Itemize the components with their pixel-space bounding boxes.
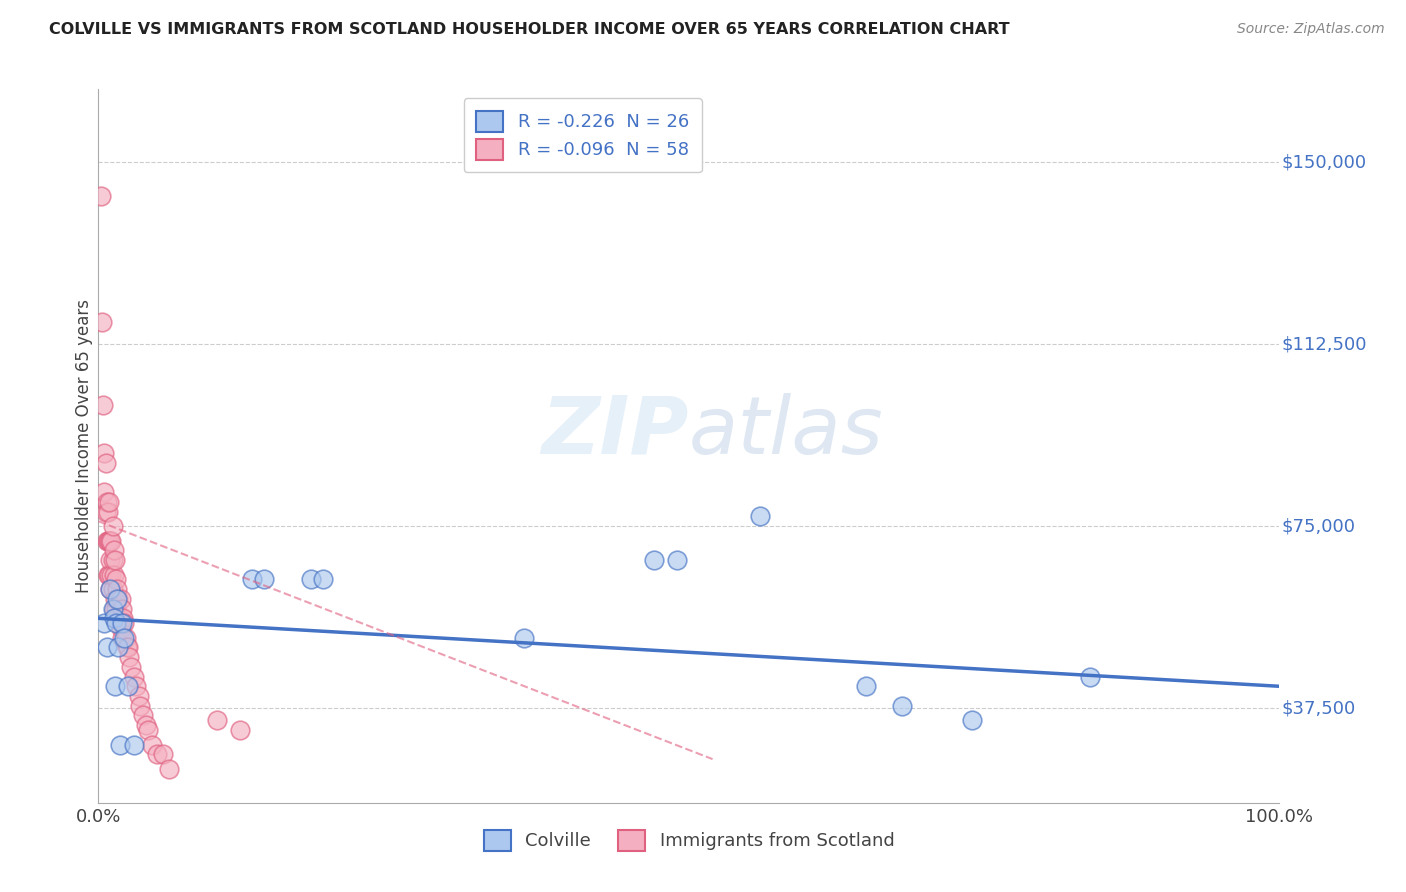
Point: [110, 621, 132, 635]
Point: [136, 723, 159, 737]
Point: [112, 631, 135, 645]
Point: [112, 616, 135, 631]
Point: [240, 573, 263, 587]
Point: [128, 698, 150, 713]
Point: [103, 543, 125, 558]
Text: $112,500: $112,500: [1282, 335, 1367, 353]
Legend: Colville, Immigrants from Scotland: Colville, Immigrants from Scotland: [477, 822, 901, 858]
Point: [98, 582, 121, 597]
Point: [94, 456, 117, 470]
Point: [117, 640, 139, 655]
Point: [101, 519, 124, 533]
Text: ZIP: ZIP: [541, 392, 689, 471]
Point: [105, 591, 128, 606]
Point: [93, 446, 115, 460]
Point: [96, 495, 118, 509]
Point: [146, 747, 169, 762]
Point: [112, 611, 135, 625]
Point: [890, 698, 912, 713]
Point: [157, 762, 180, 776]
Text: $37,500: $37,500: [1282, 699, 1355, 717]
Point: [98, 495, 121, 509]
Point: [97, 533, 120, 548]
Point: [97, 504, 120, 518]
Text: atlas: atlas: [689, 392, 884, 471]
Point: [105, 601, 128, 615]
Point: [98, 582, 121, 597]
Point: [110, 591, 132, 606]
Point: [122, 670, 145, 684]
Point: [748, 509, 770, 524]
Point: [107, 640, 129, 655]
Text: COLVILLE VS IMMIGRANTS FROM SCOTLAND HOUSEHOLDER INCOME OVER 65 YEARS CORRELATIO: COLVILLE VS IMMIGRANTS FROM SCOTLAND HOU…: [49, 22, 1010, 37]
Point: [93, 616, 115, 631]
Point: [108, 611, 131, 625]
Point: [98, 533, 121, 548]
Point: [1080, 670, 1102, 684]
Y-axis label: Householder Income Over 65 years: Householder Income Over 65 years: [75, 299, 93, 593]
Point: [105, 611, 128, 625]
Point: [103, 567, 125, 582]
Point: [104, 591, 127, 606]
Point: [111, 601, 134, 615]
Point: [94, 504, 117, 518]
Point: [229, 723, 252, 737]
Point: [98, 533, 121, 548]
Point: [91, 398, 114, 412]
Point: [666, 553, 689, 567]
Text: $150,000: $150,000: [1282, 153, 1367, 171]
Point: [105, 573, 128, 587]
Point: [98, 553, 121, 567]
Point: [855, 679, 877, 693]
Point: [93, 485, 115, 500]
Point: [101, 582, 124, 597]
Point: [512, 631, 534, 645]
Point: [96, 640, 118, 655]
Point: [121, 660, 143, 674]
Point: [98, 567, 121, 582]
Point: [299, 573, 322, 587]
Point: [100, 567, 122, 582]
Point: [135, 718, 157, 732]
Point: [111, 616, 134, 631]
Point: [122, 738, 145, 752]
Point: [132, 708, 155, 723]
Point: [104, 553, 127, 567]
Point: [100, 533, 122, 548]
Point: [114, 631, 136, 645]
Point: [253, 573, 276, 587]
Point: [205, 713, 228, 727]
Point: [141, 738, 163, 752]
Point: [643, 553, 665, 567]
Point: [312, 573, 335, 587]
Point: [97, 567, 120, 582]
Point: [152, 747, 174, 762]
Point: [962, 713, 984, 727]
Point: [103, 601, 125, 615]
Point: [90, 189, 112, 203]
Point: [115, 640, 138, 655]
Text: Source: ZipAtlas.com: Source: ZipAtlas.com: [1237, 22, 1385, 37]
Text: $75,000: $75,000: [1282, 517, 1355, 535]
Point: [111, 631, 134, 645]
Point: [105, 582, 128, 597]
Point: [125, 679, 148, 693]
Point: [107, 591, 129, 606]
Point: [91, 315, 114, 329]
Point: [101, 601, 124, 615]
Point: [101, 553, 124, 567]
Point: [117, 679, 139, 693]
Point: [128, 689, 150, 703]
Point: [118, 650, 141, 665]
Point: [103, 611, 125, 625]
Point: [104, 679, 127, 693]
Point: [105, 616, 128, 631]
Point: [96, 533, 118, 548]
Point: [108, 738, 131, 752]
